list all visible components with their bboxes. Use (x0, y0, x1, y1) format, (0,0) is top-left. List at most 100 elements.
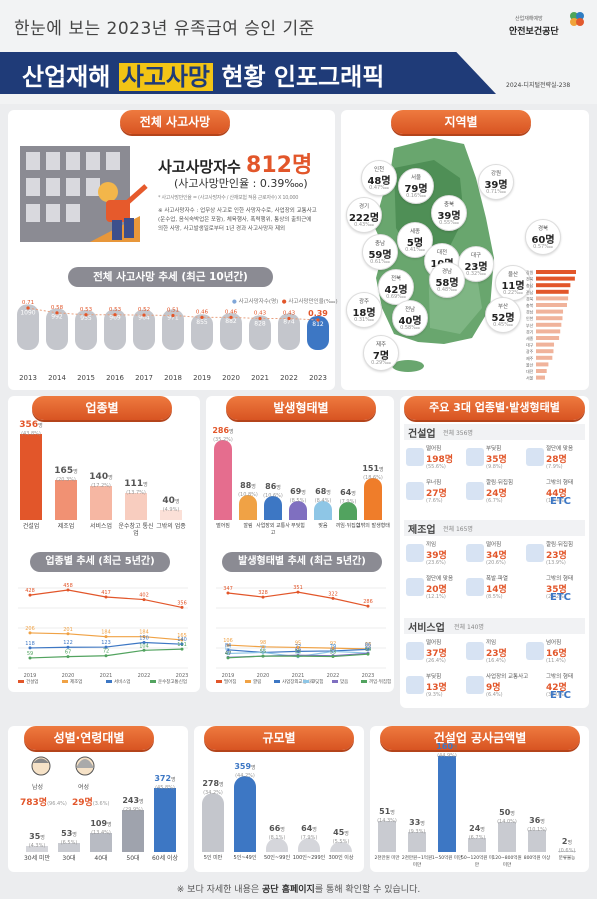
construction-unit: 명 (390, 810, 395, 817)
top3-item-value: 39명 (426, 551, 447, 561)
size-category: 100인~299인 (292, 855, 326, 861)
trend10-bar-label: 992 (51, 314, 63, 321)
pill-trend10: 전체 사고사망 추세 (최근 10년간) (68, 267, 273, 287)
top3-item-percent: (6.4%) (486, 692, 503, 698)
trend-point (296, 654, 300, 658)
industry-trend-chart: 428 458 417 402 356 206 201 184 184 165 118 122 123 1… (18, 583, 188, 685)
total-figure: 사고사망자수 812명 (158, 147, 312, 179)
accident-unit: 명 (379, 466, 384, 473)
pill-industry-trend: 업종별 추세 (최근 5년간) (30, 552, 170, 572)
industry-percent: (17.2%) (91, 483, 111, 490)
size-unit: 명 (344, 831, 349, 838)
pill-accident: 발생형태별 (226, 396, 376, 420)
construction-unit: 명 (567, 839, 573, 846)
trend10-rate-label: 0.39 (308, 309, 328, 318)
top3-item-value: 35명 (486, 455, 507, 465)
industry-percent: (4.9%) (162, 507, 180, 514)
construction-category: 800억원 이상 (523, 856, 551, 861)
region-rate: 0.45‱ (493, 322, 513, 328)
region-badge: 충남 59명 0.61‱ (362, 234, 398, 270)
trend-point-label: 86 (365, 642, 371, 648)
accident-unit: 명 (229, 429, 234, 435)
construction-percent: (14.3%) (377, 818, 397, 825)
pill-region: 지역별 (391, 110, 531, 134)
trend10-rate-point (113, 313, 117, 317)
region-rate-bar (536, 289, 569, 294)
homepage-link[interactable]: 공단 홈페이지 (262, 885, 315, 895)
construction-value: 50명 (14.0%) (488, 800, 526, 825)
trend-point-label: 98 (260, 640, 266, 646)
region-value: 5명 (406, 238, 424, 249)
age-number: 53 (61, 828, 73, 838)
trend-point-label: 69 (365, 646, 371, 652)
top3-accident-icon (526, 578, 544, 596)
region-value: 18명 (352, 308, 376, 319)
region-badge: 제주 7명 0.29‱ (363, 335, 399, 371)
trend-point-label: 206 (25, 626, 35, 632)
accident-category: 떨어짐 (216, 523, 230, 529)
trend-point-label: 55 (295, 649, 301, 655)
construction-percent: (9.3%) (408, 829, 426, 836)
age-percent: (6.5%) (60, 839, 78, 846)
trend-point (261, 595, 265, 599)
size-bar (330, 842, 352, 852)
region-value: 7명 (372, 351, 390, 362)
industry-number: 111 (124, 479, 144, 490)
age-value: 53명 (6.5%) (48, 821, 90, 846)
region-rate: 0.43‱ (354, 222, 374, 228)
trend-point (226, 648, 230, 652)
top3-item-value: 198명 (426, 455, 454, 465)
region-name: 경남 (441, 269, 453, 275)
age-percent: (13.4%) (91, 830, 111, 837)
region-rate-bar (536, 355, 553, 360)
region-rate-bar (536, 375, 546, 380)
top3-item-name: 그밖의 형태 (546, 674, 574, 680)
trend-point-label: 165 (177, 633, 187, 639)
trend-point (66, 645, 70, 649)
size-value: 45명 (5.5%) (320, 820, 362, 845)
region-badge: 서울 79명 0.16‱ (398, 168, 434, 204)
region-name: 충북 (443, 202, 455, 208)
age-percent: (45.8%) (155, 785, 175, 791)
top3-group-name: 건설업 (408, 429, 436, 440)
trend-year: 2022 (138, 673, 151, 679)
top3-item-name: 끼임 (426, 542, 437, 548)
age-value: 109명 (13.4%) (80, 811, 122, 836)
trend-point-label: 52 (295, 650, 301, 656)
region-value: 39명 (437, 211, 461, 222)
trend-year: 2022 (327, 673, 340, 679)
trend-point-label: 123 (101, 640, 111, 646)
top3-item-percent: (21.2%) (546, 594, 566, 600)
size-percent: (7.9%) (300, 835, 318, 842)
construction-category: 50~120억원 미만 (461, 856, 493, 868)
age-category: 40대 (94, 855, 108, 862)
trend-point-label: 59 (27, 651, 33, 657)
accident-category: 사업장외 교통사고 (256, 523, 290, 536)
region-rate-bar (536, 362, 549, 367)
trend-point (296, 590, 300, 594)
top3-item-value: 44명 (546, 489, 567, 499)
accident-value: 64명 (7.9%) (329, 480, 367, 505)
region-rate-name: 서울 (526, 375, 534, 381)
size-unit: 명 (219, 782, 224, 789)
construction-bar (438, 756, 456, 852)
trend-point-label: 55 (260, 649, 266, 655)
region-rate-name: 부산 (526, 322, 534, 328)
construction-value: 24명 (6.7%) (458, 816, 496, 841)
trend10-bar (278, 313, 300, 350)
top3-accident-icon (466, 544, 484, 562)
region-rate: 0.22‱ (503, 290, 523, 296)
trend-point (28, 593, 32, 597)
trend-legend-swatch (106, 680, 112, 683)
top3-item-value: 9명 (486, 683, 501, 693)
trend-point-label: 77 (295, 644, 301, 650)
region-value: 11명 (501, 281, 525, 292)
trend10-bar-label: 874 (283, 318, 295, 325)
top3-accident-icon (526, 676, 544, 694)
trend-point (180, 638, 184, 642)
size-bar (266, 838, 288, 852)
region-value: 48명 (367, 176, 391, 187)
top3-accident-icon (406, 482, 424, 500)
top3-item-value: 13명 (426, 683, 447, 693)
industry-bar (125, 493, 147, 520)
